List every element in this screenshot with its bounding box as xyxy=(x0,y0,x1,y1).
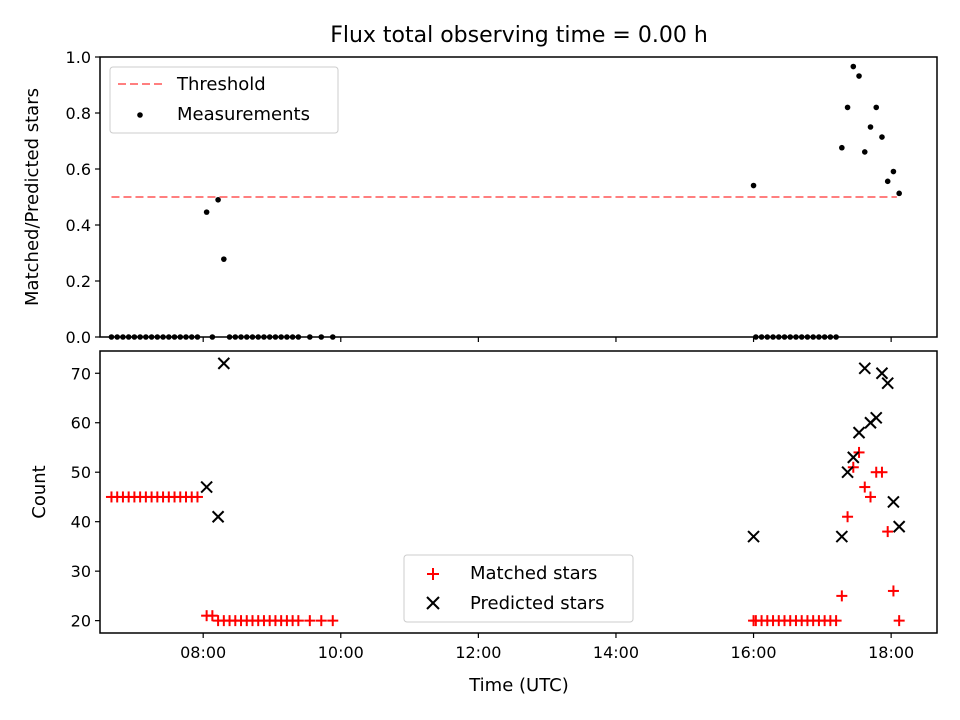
xtick-label: 16:00 xyxy=(730,643,776,662)
matched-star-point xyxy=(864,491,876,503)
matched-star-point xyxy=(830,615,842,627)
predicted-star-point xyxy=(887,495,900,509)
xtick-label: 08:00 xyxy=(180,643,226,662)
top-legend-box xyxy=(109,66,339,134)
bottom-legend: Matched stars Predicted stars xyxy=(403,554,634,623)
measurement-point xyxy=(856,73,862,79)
matched-star-point xyxy=(882,526,894,538)
measurement-point xyxy=(850,63,857,70)
predicted-star-point xyxy=(875,367,889,380)
top-ytick-label: 0.6 xyxy=(66,160,91,179)
predicted-star-point xyxy=(852,426,866,439)
matched-star-point xyxy=(292,615,304,627)
predicted-star-point xyxy=(211,510,225,523)
measurement-point xyxy=(896,190,902,197)
predicted-star-point xyxy=(747,530,760,543)
predicted-legend-swatch xyxy=(426,596,440,610)
matched-star-point xyxy=(836,590,848,602)
measurement-point xyxy=(861,149,868,155)
bottom-ytick-label: 50 xyxy=(71,463,91,482)
xtick-label: 10:00 xyxy=(318,643,364,662)
predicted-star-point xyxy=(870,411,883,424)
bottom-axes-frame xyxy=(99,350,938,634)
matched-star-point xyxy=(887,585,899,597)
chart-title: Flux total observing time = 0.00 h xyxy=(330,23,708,48)
top-axes-frame xyxy=(99,56,938,338)
measurement-point xyxy=(839,144,845,151)
matched-star-point xyxy=(893,615,905,627)
measurement-point xyxy=(884,178,891,185)
top-y-axis-label: Matched/Predicted stars xyxy=(22,88,43,306)
bottom-legend-box xyxy=(403,554,634,623)
top-panel: 0.0 0.2 0.4 0.6 0.8 1.0 Matched/Predicted sta… xyxy=(22,48,938,347)
top-ytick-label: 0.0 xyxy=(66,328,91,347)
measurement-point xyxy=(867,124,874,130)
matched-star-point xyxy=(327,615,339,627)
predicted-star-point xyxy=(847,451,860,464)
bottom-ytick-label: 40 xyxy=(71,513,91,532)
top-ytick-label: 0.4 xyxy=(66,216,91,235)
matched-star-point xyxy=(315,615,327,627)
bottom-y-axis-label: Count xyxy=(29,465,50,518)
predicted-star-point xyxy=(858,362,871,375)
measurement-point xyxy=(221,256,227,262)
xtick-label: 12:00 xyxy=(455,643,501,662)
threshold-legend-label: Threshold xyxy=(176,74,266,95)
bottom-panel: 20 30 40 50 60 70 08:00 10:00 12:00 14:00 16:00 18… xyxy=(29,350,938,696)
measurement-point xyxy=(215,197,221,203)
measurement-point xyxy=(750,182,757,189)
predicted-legend-label: Predicted stars xyxy=(470,593,604,614)
measurement-point xyxy=(890,168,897,175)
predicted-star-point xyxy=(835,530,849,543)
predicted-star-point xyxy=(217,357,231,370)
bottom-ytick-label: 70 xyxy=(71,364,91,383)
top-ytick-label: 0.2 xyxy=(66,272,91,291)
predicted-star-point xyxy=(881,376,894,390)
top-ytick-label: 0.8 xyxy=(66,104,91,123)
measurements-legend-swatch xyxy=(137,112,143,118)
matched-legend-swatch xyxy=(427,568,439,580)
bottom-ytick-label: 30 xyxy=(71,562,91,581)
xtick-label: 14:00 xyxy=(593,643,639,662)
bottom-ytick-label: 20 xyxy=(71,612,91,631)
measurement-point xyxy=(879,134,885,140)
measurements-legend-label: Measurements xyxy=(177,104,310,125)
matched-star-point xyxy=(842,511,854,523)
predicted-star-point xyxy=(200,480,213,494)
x-axis-label: Time (UTC) xyxy=(468,675,569,696)
matched-star-point xyxy=(191,491,203,503)
measurement-point xyxy=(873,104,880,111)
matched-legend-label: Matched stars xyxy=(470,563,597,584)
bottom-ytick-label: 60 xyxy=(71,414,91,433)
measurement-point xyxy=(203,209,210,215)
predicted-star-point xyxy=(892,520,906,533)
matched-star-point xyxy=(206,610,218,622)
measurement-point xyxy=(844,104,851,111)
matched-star-point xyxy=(876,466,888,478)
predicted-star-point xyxy=(841,466,854,479)
matched-star-point xyxy=(304,615,316,627)
matched-star-point xyxy=(859,481,871,493)
top-ytick-label: 1.0 xyxy=(66,48,91,67)
xtick-label: 18:00 xyxy=(868,643,914,662)
top-legend: Threshold Measurements xyxy=(109,66,339,134)
